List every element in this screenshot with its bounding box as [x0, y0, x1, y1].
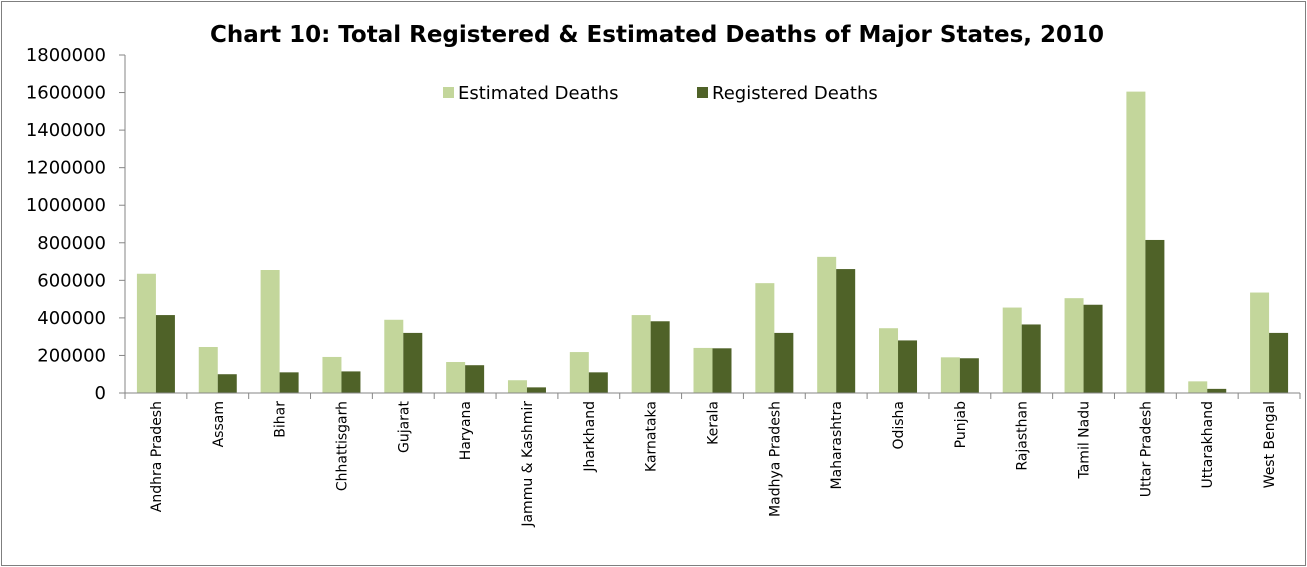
x-tick-label: Punjab — [953, 401, 969, 448]
x-tick-label: Uttar Pradesh — [1138, 401, 1154, 497]
x-axis: Andhra Pradesh Assam Bihar Chhattisgarh Guja… — [124, 392, 1301, 528]
bar-estimated-deaths — [1002, 307, 1022, 393]
bar-estimated-deaths — [198, 346, 218, 393]
bar-estimated-deaths — [817, 256, 837, 393]
y-tick-label: 0 — [95, 383, 106, 404]
bar-registered-deaths — [898, 340, 918, 393]
legend-label: Registered Deaths — [712, 83, 878, 104]
bar-registered-deaths — [774, 332, 794, 393]
x-tick-label: Kerala — [706, 401, 722, 445]
legend-label: Estimated Deaths — [458, 83, 618, 104]
x-tick-label: Haryana — [458, 401, 474, 460]
bar-registered-deaths — [403, 332, 423, 393]
x-tick-label: Odisha — [891, 401, 907, 450]
bar-registered-deaths — [836, 269, 856, 393]
x-tick-label: Uttarakhand — [1200, 401, 1216, 488]
bar-registered-deaths — [1145, 239, 1165, 393]
y-tick-label: 1200000 — [26, 158, 106, 179]
bar-registered-deaths — [712, 348, 732, 393]
bar-estimated-deaths — [693, 347, 713, 393]
bar-estimated-deaths — [1250, 292, 1270, 393]
x-tick-label: Tamil Nadu — [1077, 401, 1093, 480]
bar-registered-deaths — [588, 372, 608, 393]
bar-registered-deaths — [279, 372, 299, 393]
legend: Estimated Deaths Registered Deaths — [443, 83, 878, 104]
legend-swatch — [443, 87, 454, 98]
y-tick-label: 800000 — [37, 233, 106, 254]
bar-estimated-deaths — [446, 362, 466, 393]
bar-estimated-deaths — [507, 380, 527, 393]
bar-registered-deaths — [465, 365, 485, 393]
bar-registered-deaths — [1207, 388, 1227, 393]
x-tick-label: Bihar — [273, 401, 289, 438]
bar-registered-deaths — [959, 358, 979, 393]
bar-registered-deaths — [217, 374, 237, 393]
x-tick-label: Gujarat — [396, 400, 412, 453]
x-tick-label: Assam — [211, 401, 227, 447]
x-tick-label: Madhya Pradesh — [767, 401, 783, 517]
bar-registered-deaths — [1021, 324, 1041, 393]
y-tick-label: 200000 — [37, 345, 106, 366]
x-tick-label: Maharashtra — [829, 401, 845, 489]
bar-estimated-deaths — [322, 356, 342, 393]
bar-estimated-deaths — [940, 357, 960, 393]
legend-swatch — [697, 87, 708, 98]
y-tick-label: 400000 — [37, 308, 106, 329]
bar-registered-deaths — [526, 387, 546, 393]
bar-estimated-deaths — [136, 273, 156, 393]
bar-estimated-deaths — [1188, 381, 1208, 393]
bar-registered-deaths — [155, 315, 175, 393]
x-tick-label: Jammu & Kashmir — [520, 401, 536, 528]
bars — [136, 91, 1289, 393]
x-tick-label: Karnataka — [644, 401, 660, 472]
bar-estimated-deaths — [879, 328, 899, 393]
bar-registered-deaths — [650, 321, 670, 393]
y-tick-label: 1800000 — [26, 45, 106, 66]
bar-registered-deaths — [341, 371, 361, 393]
x-tick-label: Andhra Pradesh — [149, 401, 165, 512]
y-tick-label: 1400000 — [26, 120, 106, 141]
bar-estimated-deaths — [1064, 298, 1084, 393]
y-tick-label: 1600000 — [26, 83, 106, 104]
x-tick-label: Chhattisgarh — [334, 401, 350, 491]
x-tick-label: Jharkhand — [582, 401, 598, 473]
y-tick-label: 1000000 — [26, 195, 106, 216]
bar-estimated-deaths — [260, 270, 280, 393]
bar-estimated-deaths — [755, 283, 775, 393]
bar-registered-deaths — [1269, 332, 1289, 393]
bar-estimated-deaths — [384, 319, 404, 393]
x-tick-label: Rajasthan — [1015, 401, 1031, 471]
bar-estimated-deaths — [569, 352, 589, 393]
y-tick-label: 600000 — [37, 270, 106, 291]
bar-estimated-deaths — [631, 315, 651, 393]
bar-registered-deaths — [1083, 304, 1103, 393]
chart-title: Chart 10: Total Registered & Estimated D… — [210, 22, 1104, 48]
y-axis: 0 200000 400000 600000 800000 1000000 1200000 1… — [26, 45, 126, 404]
x-tick-label: West Bengal — [1262, 401, 1278, 488]
bar-estimated-deaths — [1126, 91, 1146, 393]
